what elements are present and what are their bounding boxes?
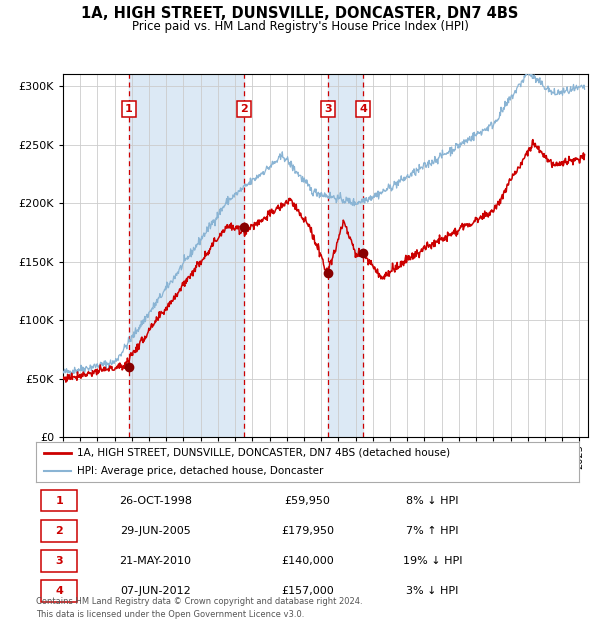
Text: 3: 3 xyxy=(55,556,63,566)
Text: Contains HM Land Registry data © Crown copyright and database right 2024.
This d: Contains HM Land Registry data © Crown c… xyxy=(36,597,362,619)
Text: £140,000: £140,000 xyxy=(281,556,334,566)
Text: 1: 1 xyxy=(55,495,63,505)
Text: Price paid vs. HM Land Registry's House Price Index (HPI): Price paid vs. HM Land Registry's House … xyxy=(131,20,469,33)
Text: 3% ↓ HPI: 3% ↓ HPI xyxy=(406,587,458,596)
Text: 1: 1 xyxy=(125,104,133,114)
Text: 2: 2 xyxy=(55,526,63,536)
Text: £59,950: £59,950 xyxy=(284,495,331,505)
Text: 21-MAY-2010: 21-MAY-2010 xyxy=(119,556,191,566)
FancyBboxPatch shape xyxy=(41,580,77,602)
Text: 1A, HIGH STREET, DUNSVILLE, DONCASTER, DN7 4BS: 1A, HIGH STREET, DUNSVILLE, DONCASTER, D… xyxy=(82,6,518,21)
Text: HPI: Average price, detached house, Doncaster: HPI: Average price, detached house, Donc… xyxy=(77,466,323,477)
FancyBboxPatch shape xyxy=(41,490,77,511)
Text: 7% ↑ HPI: 7% ↑ HPI xyxy=(406,526,458,536)
Text: 26-OCT-1998: 26-OCT-1998 xyxy=(119,495,192,505)
Text: 8% ↓ HPI: 8% ↓ HPI xyxy=(406,495,458,505)
FancyBboxPatch shape xyxy=(41,550,77,572)
Bar xyxy=(328,74,363,437)
FancyBboxPatch shape xyxy=(41,520,77,542)
Text: £157,000: £157,000 xyxy=(281,587,334,596)
Text: 2: 2 xyxy=(239,104,247,114)
Text: £179,950: £179,950 xyxy=(281,526,334,536)
Text: 4: 4 xyxy=(55,587,63,596)
Text: 1A, HIGH STREET, DUNSVILLE, DONCASTER, DN7 4BS (detached house): 1A, HIGH STREET, DUNSVILLE, DONCASTER, D… xyxy=(77,448,450,458)
Text: 19% ↓ HPI: 19% ↓ HPI xyxy=(403,556,462,566)
Text: 29-JUN-2005: 29-JUN-2005 xyxy=(120,526,191,536)
Text: 4: 4 xyxy=(359,104,367,114)
Bar xyxy=(129,74,244,437)
Text: 3: 3 xyxy=(324,104,332,114)
Text: 07-JUN-2012: 07-JUN-2012 xyxy=(120,587,191,596)
